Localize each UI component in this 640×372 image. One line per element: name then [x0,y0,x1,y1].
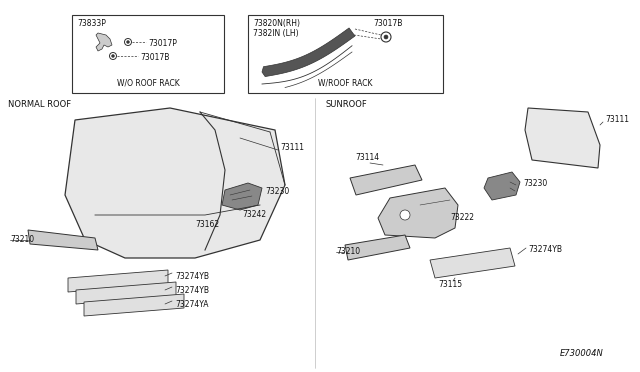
Polygon shape [65,108,285,258]
Text: 73017B: 73017B [140,53,170,62]
Text: 73274YB: 73274YB [175,286,209,295]
Text: 73833P: 73833P [77,19,106,28]
Polygon shape [76,282,176,304]
Polygon shape [350,165,422,195]
Polygon shape [262,28,355,77]
Text: 73274YB: 73274YB [528,245,562,254]
Text: 73162: 73162 [195,220,219,229]
Text: 73274YA: 73274YA [175,300,209,309]
Text: W/O ROOF RACK: W/O ROOF RACK [116,79,179,88]
Text: 73111: 73111 [605,115,629,125]
Text: 7382lN (LH): 7382lN (LH) [253,29,299,38]
Polygon shape [378,188,458,238]
Circle shape [127,41,129,43]
Text: 73210: 73210 [336,247,360,257]
Polygon shape [525,108,600,168]
Polygon shape [430,248,515,278]
Circle shape [109,52,116,60]
Circle shape [381,32,391,42]
Text: 73230: 73230 [265,187,289,196]
Text: NORMAL ROOF: NORMAL ROOF [8,100,71,109]
Text: 73114: 73114 [355,153,379,162]
Text: 73115: 73115 [438,280,462,289]
Circle shape [112,55,114,57]
Polygon shape [84,294,184,316]
Text: 73274YB: 73274YB [175,272,209,281]
Circle shape [384,35,388,39]
Polygon shape [345,235,410,260]
Text: 73017B: 73017B [373,19,403,28]
Text: 73242: 73242 [242,210,266,219]
Text: 73230: 73230 [523,179,547,187]
Text: SUNROOF: SUNROOF [325,100,367,109]
Text: 73210: 73210 [10,235,34,244]
Text: 73111: 73111 [280,142,304,151]
Text: 73017P: 73017P [148,39,177,48]
Polygon shape [222,183,262,210]
Polygon shape [96,33,112,51]
Bar [248,15,443,93]
Text: 73820N(RH): 73820N(RH) [253,19,300,28]
Text: 73222: 73222 [450,214,474,222]
Polygon shape [68,270,168,292]
Circle shape [400,210,410,220]
Polygon shape [484,172,520,200]
Bar [72,15,224,93]
Text: E730004N: E730004N [560,349,604,358]
Polygon shape [28,230,98,250]
Text: W/ROOF RACK: W/ROOF RACK [317,79,372,88]
Circle shape [125,38,131,45]
